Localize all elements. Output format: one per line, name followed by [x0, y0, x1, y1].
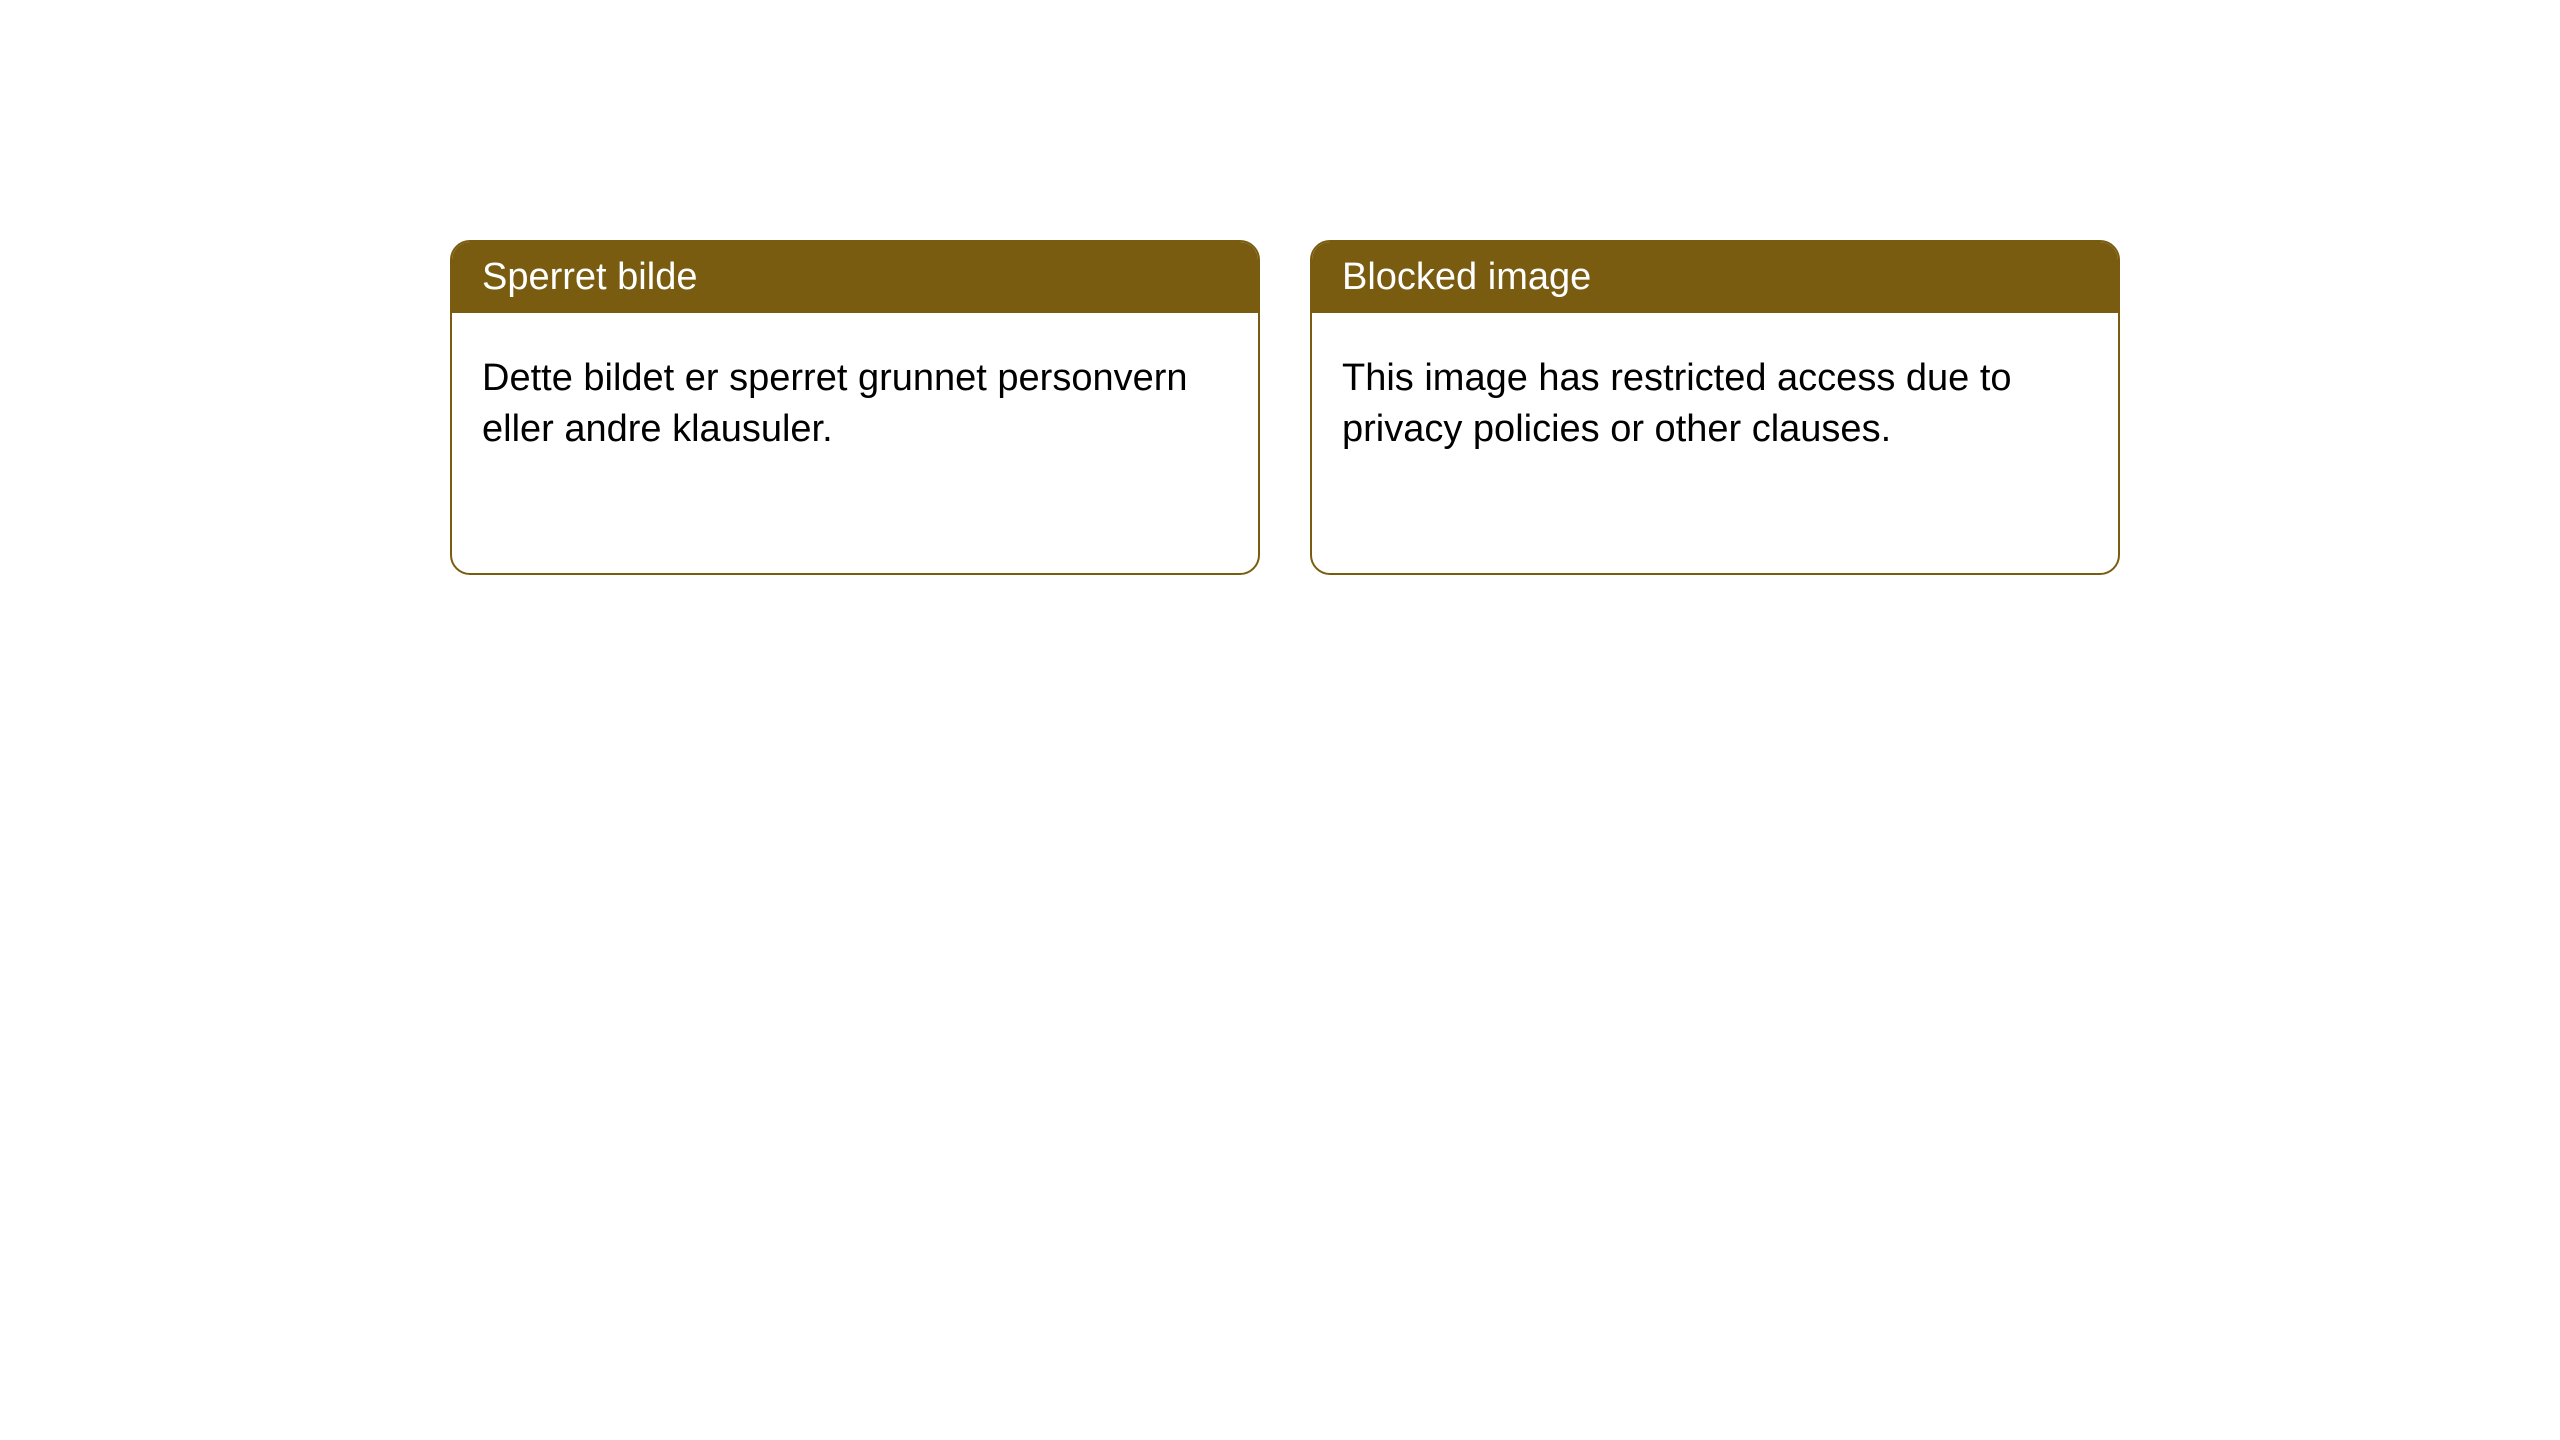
card-header-en: Blocked image [1312, 242, 2118, 313]
card-body-no: Dette bildet er sperret grunnet personve… [452, 313, 1258, 496]
notice-container: Sperret bilde Dette bildet er sperret gr… [0, 0, 2560, 575]
card-body-en: This image has restricted access due to … [1312, 313, 2118, 496]
card-title-en: Blocked image [1342, 256, 1591, 298]
card-text-en: This image has restricted access due to … [1342, 357, 2012, 450]
blocked-image-card-no: Sperret bilde Dette bildet er sperret gr… [450, 240, 1260, 575]
card-header-no: Sperret bilde [452, 242, 1258, 313]
blocked-image-card-en: Blocked image This image has restricted … [1310, 240, 2120, 575]
card-title-no: Sperret bilde [482, 256, 697, 298]
card-text-no: Dette bildet er sperret grunnet personve… [482, 357, 1188, 450]
